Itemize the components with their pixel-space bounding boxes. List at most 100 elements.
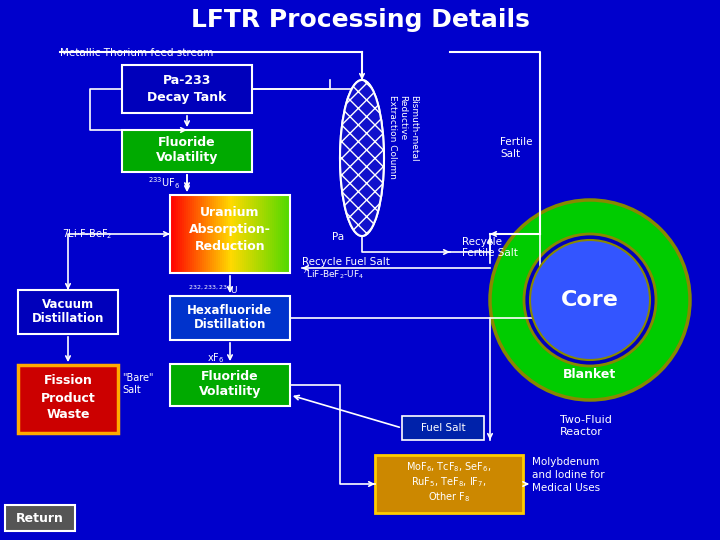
Bar — [184, 195, 186, 273]
Bar — [288, 195, 290, 273]
Bar — [228, 195, 230, 273]
Bar — [18, 290, 118, 334]
Bar — [170, 195, 173, 273]
Circle shape — [490, 200, 690, 400]
Text: Decay Tank: Decay Tank — [148, 91, 227, 105]
Text: Recycle: Recycle — [462, 237, 502, 247]
Ellipse shape — [340, 80, 384, 236]
Text: $^7$LiF-BeF$_2$-UF$_4$: $^7$LiF-BeF$_2$-UF$_4$ — [302, 267, 364, 281]
Text: Recycle Fuel Salt: Recycle Fuel Salt — [302, 257, 390, 267]
Text: Molybdenum: Molybdenum — [532, 457, 599, 467]
Text: Salt: Salt — [122, 385, 140, 395]
Bar — [254, 195, 256, 273]
Bar — [216, 195, 218, 273]
Bar — [230, 195, 233, 273]
Text: Fission: Fission — [44, 375, 92, 388]
Bar — [220, 195, 222, 273]
Circle shape — [530, 240, 650, 360]
Text: Blanket: Blanket — [563, 368, 616, 381]
Bar — [222, 195, 225, 273]
Bar — [280, 195, 282, 273]
Text: Metallic Thorium feed stream: Metallic Thorium feed stream — [60, 48, 213, 58]
Bar — [252, 195, 254, 273]
Text: Pa-233: Pa-233 — [163, 75, 211, 87]
Bar — [188, 195, 191, 273]
Bar — [248, 195, 251, 273]
Bar — [170, 296, 290, 340]
Bar — [242, 195, 245, 273]
Bar — [170, 195, 290, 273]
Text: Fuel Salt: Fuel Salt — [420, 423, 465, 433]
Bar — [232, 195, 235, 273]
Bar — [268, 195, 271, 273]
Bar — [284, 195, 287, 273]
Text: MoF$_6$, TcF$_8$, SeF$_6$,: MoF$_6$, TcF$_8$, SeF$_6$, — [406, 460, 492, 474]
Bar — [122, 65, 252, 113]
Text: Distillation: Distillation — [32, 313, 104, 326]
Bar — [172, 195, 174, 273]
Bar — [375, 455, 523, 513]
Bar — [250, 195, 253, 273]
Bar — [212, 195, 215, 273]
Bar — [18, 365, 118, 433]
Bar — [214, 195, 217, 273]
Bar — [204, 195, 207, 273]
Bar — [226, 195, 228, 273]
Bar — [218, 195, 220, 273]
Bar — [190, 195, 192, 273]
Bar — [272, 195, 274, 273]
Text: Fertile Salt: Fertile Salt — [462, 248, 518, 258]
Bar — [286, 195, 289, 273]
Bar — [200, 195, 202, 273]
Bar — [208, 195, 210, 273]
Bar — [210, 195, 212, 273]
Bar — [246, 195, 248, 273]
Bar — [282, 195, 284, 273]
Text: Product: Product — [40, 392, 95, 404]
Bar — [202, 195, 204, 273]
Bar — [234, 195, 236, 273]
Bar — [270, 195, 272, 273]
Bar — [262, 195, 264, 273]
Bar — [122, 130, 252, 172]
Circle shape — [524, 234, 656, 366]
Bar — [180, 195, 182, 273]
Text: LFTR Processing Details: LFTR Processing Details — [191, 8, 529, 32]
Text: Uranium: Uranium — [200, 206, 260, 219]
Text: 7Li·F-BeF$_2$: 7Li·F-BeF$_2$ — [62, 227, 112, 241]
Bar — [238, 195, 240, 273]
Bar — [274, 195, 276, 273]
Text: Pa: Pa — [332, 232, 344, 242]
Bar — [236, 195, 238, 273]
Text: Bismuth-metal
Reductive
Extraction Column: Bismuth-metal Reductive Extraction Colum… — [388, 95, 418, 179]
Bar — [186, 195, 189, 273]
Bar — [402, 416, 484, 440]
Bar — [240, 195, 243, 273]
Bar — [178, 195, 181, 273]
Text: Return: Return — [16, 511, 64, 524]
Text: $^{232,233,234}$U: $^{232,233,234}$U — [188, 284, 238, 296]
Bar — [170, 364, 290, 406]
Text: Core: Core — [561, 290, 619, 310]
Bar — [192, 195, 194, 273]
Text: $^{233}$UF$_6$: $^{233}$UF$_6$ — [148, 175, 180, 191]
Bar — [256, 195, 258, 273]
Text: Other F$_8$: Other F$_8$ — [428, 490, 470, 504]
Bar — [176, 195, 179, 273]
Bar — [174, 195, 176, 273]
Text: Medical Uses: Medical Uses — [532, 483, 600, 493]
Text: Hexafluoride: Hexafluoride — [187, 303, 273, 316]
Bar — [206, 195, 209, 273]
Text: Volatility: Volatility — [199, 386, 261, 399]
Bar — [264, 195, 266, 273]
Bar — [278, 195, 281, 273]
Bar — [198, 195, 200, 273]
Bar — [196, 195, 199, 273]
Text: Absorption-: Absorption- — [189, 224, 271, 237]
Text: "Bare": "Bare" — [122, 373, 153, 383]
Text: Vacuum: Vacuum — [42, 298, 94, 310]
Text: Fluoride: Fluoride — [158, 137, 216, 150]
Bar — [244, 195, 246, 273]
Bar — [266, 195, 269, 273]
Text: Reactor: Reactor — [560, 427, 603, 437]
